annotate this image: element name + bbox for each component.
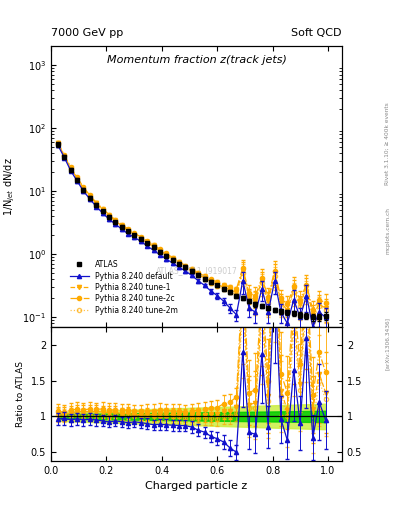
Legend: ATLAS, Pythia 8.240 default, Pythia 8.240 tune-1, Pythia 8.240 tune-2c, Pythia 8: ATLAS, Pythia 8.240 default, Pythia 8.24… bbox=[66, 258, 181, 317]
Text: ATLAS_2011_I919017: ATLAS_2011_I919017 bbox=[156, 266, 237, 275]
Text: 7000 GeV pp: 7000 GeV pp bbox=[51, 28, 123, 38]
X-axis label: Charged particle z: Charged particle z bbox=[145, 481, 248, 491]
Text: mcplots.cern.ch: mcplots.cern.ch bbox=[385, 207, 390, 254]
Text: Momentum fraction z(track jets): Momentum fraction z(track jets) bbox=[107, 54, 286, 65]
Text: [arXiv:1306.3436]: [arXiv:1306.3436] bbox=[385, 316, 390, 370]
Y-axis label: Ratio to ATLAS: Ratio to ATLAS bbox=[16, 361, 25, 427]
Text: Soft QCD: Soft QCD bbox=[292, 28, 342, 38]
Text: Rivet 3.1.10; ≥ 400k events: Rivet 3.1.10; ≥ 400k events bbox=[385, 102, 390, 185]
Y-axis label: 1/N$_{jet}$ dN/dz: 1/N$_{jet}$ dN/dz bbox=[2, 157, 17, 216]
